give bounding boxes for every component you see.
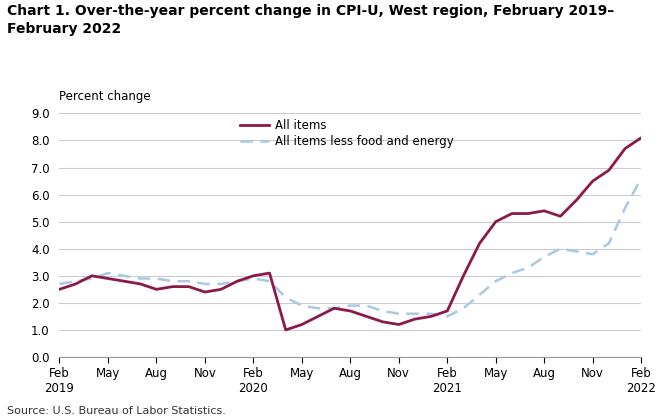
- Text: Chart 1. Over-the-year percent change in CPI-U, West region, February 2019–
Febr: Chart 1. Over-the-year percent change in…: [7, 4, 614, 36]
- Legend: All items, All items less food and energy: All items, All items less food and energ…: [240, 119, 454, 148]
- Text: Source: U.S. Bureau of Labor Statistics.: Source: U.S. Bureau of Labor Statistics.: [7, 406, 225, 416]
- Text: Percent change: Percent change: [59, 90, 151, 103]
